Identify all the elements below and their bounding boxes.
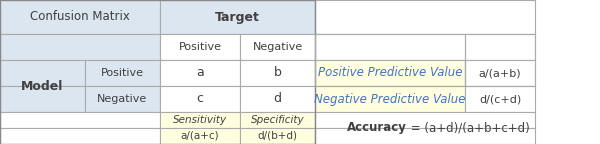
Bar xyxy=(160,60,240,86)
Text: Positive: Positive xyxy=(101,68,144,78)
Text: Positive Predictive Value: Positive Predictive Value xyxy=(318,67,462,79)
Text: Negative: Negative xyxy=(97,94,148,104)
Bar xyxy=(465,34,535,86)
Bar xyxy=(315,60,465,86)
Text: c: c xyxy=(197,92,203,106)
Bar xyxy=(315,128,535,144)
Text: a: a xyxy=(196,67,204,79)
Bar xyxy=(240,128,315,144)
Text: Target: Target xyxy=(215,11,260,23)
Text: d/(b+d): d/(b+d) xyxy=(257,131,298,141)
Bar xyxy=(85,86,160,112)
Bar xyxy=(240,112,315,128)
Bar xyxy=(160,112,240,128)
Bar xyxy=(0,0,315,144)
Bar xyxy=(240,60,315,86)
Bar xyxy=(0,112,160,128)
Text: b: b xyxy=(274,67,281,79)
Bar xyxy=(240,34,315,60)
Text: Negative Predictive Value: Negative Predictive Value xyxy=(314,92,466,106)
Text: Accuracy: Accuracy xyxy=(347,122,407,134)
Text: d: d xyxy=(274,92,281,106)
Bar xyxy=(465,86,535,112)
Text: Model: Model xyxy=(22,79,64,92)
Bar xyxy=(315,34,535,60)
Text: a/(a+b): a/(a+b) xyxy=(479,68,521,78)
Bar xyxy=(0,86,85,112)
Bar xyxy=(315,86,465,112)
Bar xyxy=(315,34,465,86)
Bar xyxy=(160,34,240,60)
Bar xyxy=(0,60,85,86)
Text: a/(a+c): a/(a+c) xyxy=(181,131,220,141)
Bar xyxy=(240,86,315,112)
Text: d/(c+d): d/(c+d) xyxy=(479,94,521,104)
Bar xyxy=(0,34,160,60)
Bar xyxy=(160,128,240,144)
Text: Negative: Negative xyxy=(253,42,302,52)
Bar xyxy=(315,0,535,34)
Bar xyxy=(85,60,160,86)
Bar xyxy=(0,128,160,144)
Bar xyxy=(315,112,535,128)
Text: = (a+d)/(a+b+c+d): = (a+d)/(a+b+c+d) xyxy=(407,122,530,134)
Bar xyxy=(160,86,240,112)
Bar xyxy=(160,0,315,34)
Text: Positive: Positive xyxy=(179,42,221,52)
Bar xyxy=(465,60,535,86)
Text: Sensitivity: Sensitivity xyxy=(173,115,227,125)
Text: Confusion Matrix: Confusion Matrix xyxy=(30,11,130,23)
Text: Specificity: Specificity xyxy=(251,115,304,125)
Bar xyxy=(0,0,160,34)
